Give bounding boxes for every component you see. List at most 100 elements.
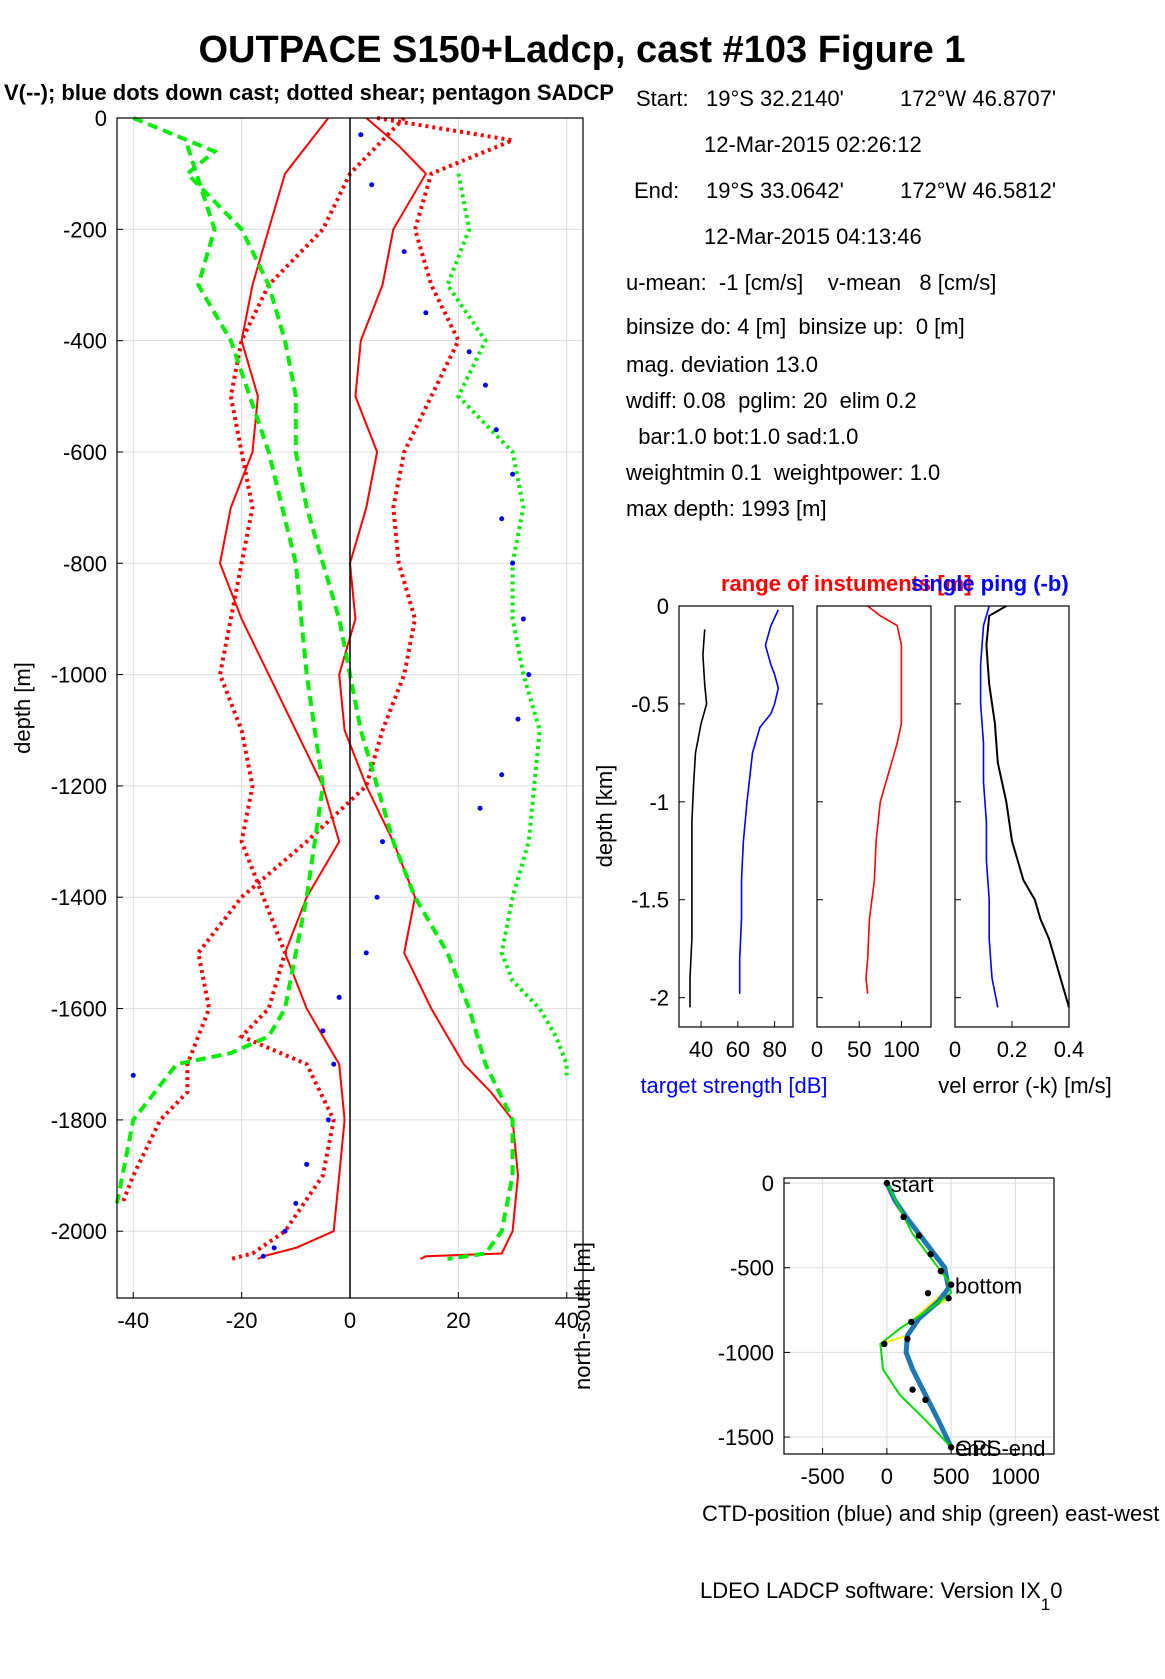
position-marker: [883, 1179, 891, 1187]
positions-ytick-label: -1500: [718, 1425, 774, 1450]
velocity-profile-ytick-label: -2000: [51, 1219, 107, 1244]
downcast-point: [282, 1228, 288, 1234]
vel-error-xtick-label: 0.2: [997, 1037, 1028, 1062]
profile-series-line-1: [218, 117, 346, 1260]
position-marker: [947, 1444, 955, 1451]
velocity-profile-xtick-label: 40: [555, 1308, 579, 1333]
downcast-point: [510, 471, 516, 477]
vel-error-xlabel: vel error (-k) [m/s]: [938, 1073, 1112, 1098]
position-label-gps-end: GPS-end: [955, 1436, 1046, 1461]
positions-ylabel: north-south [m]: [570, 1242, 595, 1390]
downcast-point: [363, 950, 369, 956]
software-footer: LDEO LADCP software: Version IX10: [700, 1578, 1062, 1614]
downcast-point: [336, 994, 342, 1000]
mean-velocities: u-mean: -1 [cm/s] v-mean 8 [cm/s]: [626, 270, 997, 295]
vel-error-axes: 0 0.2 0.4: [949, 605, 1084, 1062]
velocity-profile-ytick-label: -200: [63, 217, 107, 242]
position-label-end: end: [955, 1436, 992, 1461]
velocity-profile-ytick-label: -1400: [51, 885, 107, 910]
velocity-profile-ytick-label: -1200: [51, 774, 107, 799]
profile-series-line-3: [217, 116, 406, 1261]
positions-xtick-label: 1000: [991, 1464, 1040, 1489]
downcast-point: [520, 616, 526, 622]
downcast-point: [482, 382, 488, 388]
velocity-profile-xtick-label: -20: [226, 1308, 258, 1333]
profile-ylabel: depth [m]: [10, 662, 35, 754]
downcast-point: [331, 1061, 337, 1067]
target-strength-xtick-label: 40: [689, 1037, 713, 1062]
position-marker: [908, 1318, 915, 1326]
position-marker: [915, 1232, 923, 1239]
vel-error-series-line-1: [979, 605, 999, 1008]
velocity-profile-xtick-label: 0: [344, 1308, 356, 1333]
position-marker: [909, 1386, 916, 1393]
vel-error-series-line-0: [985, 605, 1070, 1008]
target-strength-axes: 40 60 80 0 -0.5 -1 -1.5 -2: [631, 594, 794, 1062]
profile-series-line-6: [115, 145, 325, 1204]
positions-xtick-label: 500: [933, 1464, 970, 1489]
instrument-ylabel: depth [km]: [592, 765, 617, 868]
position-marker: [881, 1340, 888, 1348]
position-marker: [900, 1213, 907, 1221]
velocity-profile-ytick-label: -800: [63, 551, 107, 576]
range-xtick-label: 0: [811, 1037, 823, 1062]
downcast-point: [499, 516, 505, 522]
end-time: 12-Mar-2015 04:13:46: [704, 224, 922, 249]
vel-error-plot-area: [955, 606, 1069, 1027]
velocity-profile-ytick-label: -1800: [51, 1108, 107, 1133]
range-xtick-label: 50: [847, 1037, 871, 1062]
velocity-profile-xtick-label: -40: [117, 1308, 149, 1333]
position-marker: [937, 1267, 945, 1275]
target-strength-ytick-label: -2: [649, 986, 669, 1011]
downcast-point: [325, 1117, 331, 1123]
range-xtick-label: 100: [883, 1037, 920, 1062]
position-marker: [945, 1295, 952, 1302]
figure-title: OUTPACE S150+Ladcp, cast #103 Figure 1: [199, 29, 966, 71]
downcast-point: [466, 349, 472, 355]
mag-deviation: mag. deviation 13.0: [626, 352, 819, 377]
velocity-profile-ytick-label: -1000: [51, 663, 107, 688]
positions-xtick-label: -500: [801, 1464, 845, 1489]
downcast-point: [374, 894, 380, 900]
start-latitude: 19°S 32.2140': [706, 86, 844, 111]
weight-settings: weightmin 0.1 weightpower: 1.0: [626, 460, 941, 485]
constraint-weights: bar:1.0 bot:1.0 sad:1.0: [626, 424, 859, 449]
position-marker: [904, 1335, 911, 1343]
downcast-point: [260, 1253, 266, 1259]
downcast-point: [380, 839, 386, 845]
downcast-point: [271, 1245, 277, 1251]
vel-error-xtick-label: 0: [949, 1037, 961, 1062]
start-label: Start:: [636, 86, 689, 111]
figure-subtitle: V(--); blue dots down cast; dotted shear…: [4, 80, 614, 105]
velocity-profile-axes: -40 -20 0 20 400-200-400-600-800-1000-1200-1…: [10, 106, 584, 1333]
target-strength-xlabel: target strength [dB]: [640, 1073, 827, 1098]
target-strength-ytick-label: -0.5: [631, 692, 669, 717]
positions-frame: [783, 1177, 1055, 1455]
downcast-point: [423, 310, 429, 316]
target-strength-series-line-0: [738, 609, 780, 994]
downcast-point: [510, 560, 516, 566]
velocity-profile-frame: [116, 117, 584, 1299]
range-series-line-0: [865, 605, 903, 994]
target-strength-series-line-1: [689, 629, 708, 1008]
velocity-profile-ytick-label: -1600: [51, 997, 107, 1022]
downcast-point: [130, 1072, 136, 1078]
range-title: range of instuments [m]: [721, 571, 972, 596]
positions-ytick-label: 0: [762, 1171, 774, 1196]
target-strength-ytick-label: 0: [657, 594, 669, 619]
end-latitude: 19°S 33.0642': [706, 178, 844, 203]
downcast-point: [493, 427, 499, 433]
max-depth: max depth: 1993 [m]: [626, 496, 827, 521]
target-strength-frame: [678, 605, 794, 1028]
target-strength-xtick-label: 60: [726, 1037, 750, 1062]
positions-ytick-label: -500: [730, 1256, 774, 1281]
target-strength-ytick-label: -1: [649, 790, 669, 815]
downcast-point: [499, 772, 505, 778]
downcast-point: [401, 249, 407, 255]
profile-series-line-0: [338, 117, 520, 1260]
range-frame: [816, 605, 932, 1028]
downcast-point: [293, 1200, 299, 1206]
velocity-profile-ytick-label: -600: [63, 440, 107, 465]
position-marker: [922, 1396, 929, 1404]
